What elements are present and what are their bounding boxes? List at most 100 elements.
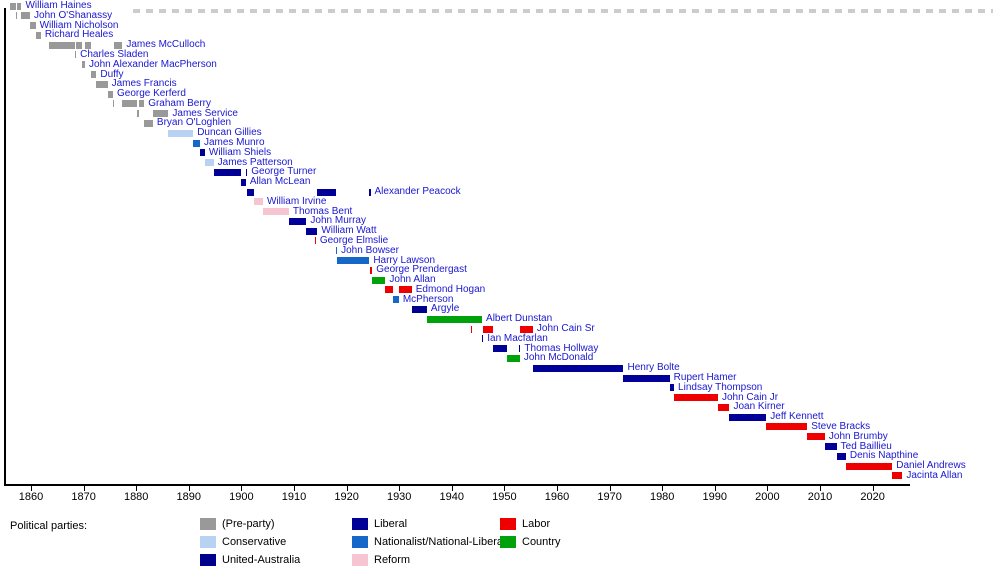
term-bar [245, 168, 248, 176]
term-bar [393, 296, 399, 304]
premier-name-label: James Patterson [217, 156, 293, 168]
x-axis-tick-label: 1950 [492, 491, 517, 503]
x-axis-tick [346, 486, 348, 491]
term-bar [139, 100, 145, 108]
premier-name-label: Denis Napthine [849, 450, 919, 462]
x-axis-line [4, 484, 910, 486]
premier-name-label: William Irvine [266, 195, 327, 207]
x-axis-tick-label: 2000 [755, 491, 780, 503]
premier-name-label: Thomas Hollway [524, 342, 599, 354]
x-axis-tick [399, 486, 401, 491]
term-bar [262, 208, 289, 216]
premier-name-label: Joan Kirner [733, 401, 785, 413]
legend-swatch-preparty [200, 518, 216, 530]
term-bar [506, 354, 520, 362]
x-axis-tick-label: 1920 [334, 491, 359, 503]
term-bar [532, 364, 624, 372]
x-axis-tick-label: 1960 [544, 491, 570, 503]
x-axis-tick-label: 1930 [386, 491, 412, 503]
legend-swatch-united_australia [200, 554, 216, 566]
x-axis-tick [31, 486, 32, 491]
x-axis-tick-label: 1940 [439, 491, 465, 503]
term-bar [213, 168, 241, 176]
x-axis-tick [557, 486, 558, 491]
premier-name-label: James McCulloch [126, 39, 206, 51]
x-axis-tick [188, 486, 190, 491]
term-bar [717, 403, 730, 411]
term-bar [314, 237, 316, 245]
term-bar [35, 31, 41, 39]
premier-name-label: Charles Sladen [80, 48, 149, 60]
term-bar [114, 41, 123, 49]
term-bar [493, 345, 507, 353]
premier-name-label: Henry Bolte [627, 362, 680, 374]
premier-name-label: William Haines [25, 0, 92, 11]
term-bar [471, 315, 483, 323]
legend-label-conservative: Conservative [222, 536, 287, 548]
premier-name-label: James Service [172, 107, 238, 119]
premier-name-label: Alexander Peacock [374, 186, 461, 197]
term-bar [411, 305, 427, 313]
premier-name-label: John McDonald [523, 352, 594, 364]
legend-label-reform: Reform [374, 554, 411, 566]
premier-name-label: John O'Shanassy [34, 9, 113, 21]
x-axis-tick-label: 1970 [597, 491, 622, 503]
term-bar [193, 139, 200, 147]
term-bar [288, 217, 307, 225]
x-axis-tick [294, 486, 295, 491]
premier-name-label: Jeff Kennett [770, 411, 824, 423]
premier-name-label: Harry Lawson [373, 254, 436, 266]
term-bar [370, 266, 373, 274]
term-bar [306, 227, 315, 235]
term-bar [314, 227, 318, 235]
premier-name-label: John Cain Jr [721, 391, 779, 403]
x-axis-tick-label: 1980 [649, 491, 675, 503]
premier-name-label: George Kerferd [117, 88, 186, 100]
x-axis-tick-label: 1880 [123, 491, 149, 503]
x-axis-tick [136, 486, 138, 491]
x-axis-tick [241, 486, 243, 491]
legend-swatch-nationalist [352, 536, 368, 548]
term-bar [168, 129, 194, 137]
legend-label-nationalist: Nationalist/National-Liberal [374, 536, 506, 548]
term-bar [137, 110, 140, 118]
term-bar [122, 100, 138, 108]
premier-name-label: John Cain Sr [536, 323, 595, 335]
premier-name-label: Argyle [430, 303, 460, 315]
term-bar [96, 80, 108, 88]
term-bar [16, 2, 22, 10]
term-bar [766, 423, 808, 431]
premier-name-label: John Alexander MacPherson [89, 58, 217, 70]
legend-swatch-reform [352, 554, 368, 566]
premier-name-label: Richard Heales [44, 29, 114, 41]
term-bar [335, 247, 338, 255]
legend-swatch-labor [500, 518, 516, 530]
term-bar [482, 325, 494, 333]
premier-name-label: James Munro [203, 137, 265, 149]
term-bar [824, 443, 837, 451]
premier-name-label: McPherson [402, 293, 454, 305]
legend-swatch-conservative [200, 536, 216, 548]
term-bar [385, 286, 394, 294]
term-bar [247, 188, 255, 196]
term-bar [845, 462, 893, 470]
legend-swatch-country [500, 536, 516, 548]
premier-name-label: William Watt [321, 225, 377, 237]
x-axis-tick-label: 1890 [176, 491, 202, 503]
term-bar [30, 22, 36, 30]
term-bar [204, 159, 214, 167]
term-bar [471, 325, 473, 333]
premier-name-label: Duffy [100, 68, 124, 80]
legend-label-country: Country [522, 536, 561, 548]
term-bar [254, 198, 263, 206]
x-axis-tick-label: 1870 [71, 491, 96, 503]
x-axis-tick [872, 486, 874, 491]
x-axis-tick-label: 1910 [281, 491, 307, 503]
premier-name-label: Bryan O'Loghlen [156, 117, 232, 129]
premier-name-label: Jacinta Allan [906, 469, 963, 481]
term-bar [729, 413, 767, 421]
legend-label-labor: Labor [522, 518, 551, 530]
premier-name-label: Graham Berry [148, 97, 211, 109]
top-dashed-line [133, 9, 993, 13]
